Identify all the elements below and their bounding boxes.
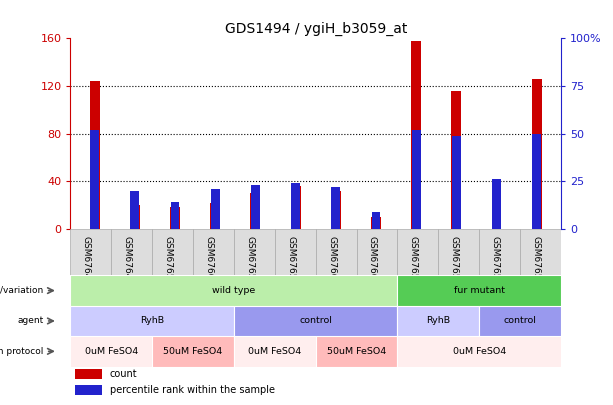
Text: 50uM FeSO4: 50uM FeSO4 xyxy=(327,347,386,356)
Text: GSM67660: GSM67660 xyxy=(205,236,213,285)
Bar xyxy=(193,229,234,275)
Bar xyxy=(70,336,152,367)
Bar xyxy=(438,229,479,275)
Bar xyxy=(170,202,180,229)
Bar xyxy=(316,229,357,275)
Bar xyxy=(532,134,541,229)
Bar xyxy=(331,191,341,229)
Bar xyxy=(170,207,180,229)
Bar xyxy=(397,336,561,367)
Bar xyxy=(397,275,561,306)
Text: GSM67655: GSM67655 xyxy=(409,236,418,285)
Bar xyxy=(70,306,234,336)
Text: GSM67659: GSM67659 xyxy=(164,236,173,285)
Bar xyxy=(531,79,542,229)
Bar xyxy=(332,187,340,229)
Text: GSM67651: GSM67651 xyxy=(245,236,254,285)
Bar xyxy=(211,189,219,229)
Text: control: control xyxy=(504,316,536,326)
Bar xyxy=(291,183,300,229)
Bar xyxy=(152,336,234,367)
Text: GSM67663: GSM67663 xyxy=(327,236,336,285)
Bar xyxy=(371,217,381,229)
Bar xyxy=(397,306,479,336)
Bar xyxy=(70,229,112,275)
Bar xyxy=(479,306,561,336)
Bar xyxy=(492,179,501,229)
Text: GSM67665: GSM67665 xyxy=(368,236,377,285)
Text: GSM67657: GSM67657 xyxy=(490,236,500,285)
Bar xyxy=(452,136,461,229)
Text: GSM67652: GSM67652 xyxy=(286,236,295,285)
Bar xyxy=(251,185,260,229)
Text: GSM67648: GSM67648 xyxy=(123,236,132,285)
Bar xyxy=(210,202,220,229)
Text: percentile rank within the sample: percentile rank within the sample xyxy=(110,385,275,395)
Text: wild type: wild type xyxy=(212,286,256,295)
Text: RyhB: RyhB xyxy=(426,316,451,326)
Bar xyxy=(291,186,300,229)
Bar xyxy=(371,212,381,229)
Bar xyxy=(152,229,193,275)
Bar xyxy=(75,386,102,395)
Bar xyxy=(411,41,421,229)
Bar xyxy=(412,130,421,229)
Text: count: count xyxy=(110,369,137,379)
Bar xyxy=(316,336,397,367)
Text: genotype/variation: genotype/variation xyxy=(0,286,44,295)
Bar xyxy=(112,229,152,275)
Text: fur mutant: fur mutant xyxy=(454,286,504,295)
Bar xyxy=(234,336,316,367)
Bar xyxy=(131,191,139,229)
Bar xyxy=(70,275,397,306)
Bar xyxy=(90,130,99,229)
Text: GSM67647: GSM67647 xyxy=(82,236,91,285)
Bar xyxy=(234,306,397,336)
Text: GSM67656: GSM67656 xyxy=(450,236,459,285)
Bar xyxy=(130,205,140,229)
Bar xyxy=(520,229,561,275)
Title: GDS1494 / ygiH_b3059_at: GDS1494 / ygiH_b3059_at xyxy=(224,22,407,36)
Text: control: control xyxy=(299,316,332,326)
Text: RyhB: RyhB xyxy=(140,316,164,326)
Text: agent: agent xyxy=(17,316,44,326)
Bar xyxy=(479,229,520,275)
Bar xyxy=(234,229,275,275)
Bar xyxy=(250,193,261,229)
Text: 0uM FeSO4: 0uM FeSO4 xyxy=(452,347,506,356)
Text: growth protocol: growth protocol xyxy=(0,347,44,356)
Text: 50uM FeSO4: 50uM FeSO4 xyxy=(164,347,223,356)
Bar xyxy=(357,229,397,275)
Bar xyxy=(75,369,102,379)
Bar xyxy=(275,229,316,275)
Text: 0uM FeSO4: 0uM FeSO4 xyxy=(248,347,302,356)
Text: 0uM FeSO4: 0uM FeSO4 xyxy=(85,347,138,356)
Text: GSM67658: GSM67658 xyxy=(531,236,541,285)
Bar xyxy=(89,81,100,229)
Bar xyxy=(397,229,438,275)
Bar xyxy=(451,91,462,229)
